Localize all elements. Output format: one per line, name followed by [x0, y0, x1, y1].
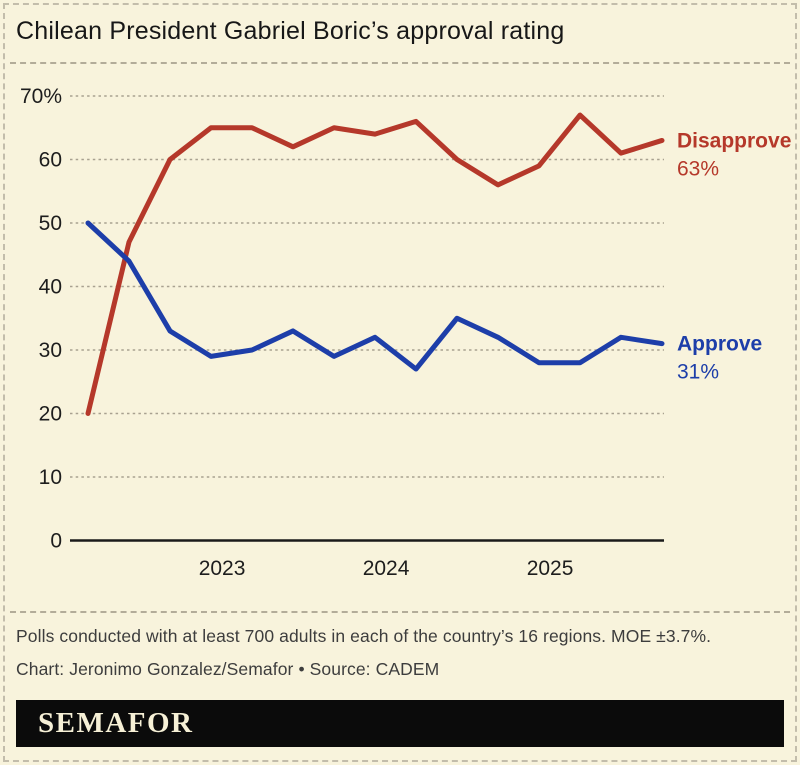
y-axis-label-50: 50 [39, 212, 62, 235]
y-axis-label-70: 70% [20, 85, 62, 108]
x-axis-label-2024: 2024 [363, 557, 410, 580]
y-axis-label-40: 40 [39, 276, 62, 299]
y-axis-label-10: 10 [39, 466, 62, 489]
chart-title: Chilean President Gabriel Boric’s approv… [16, 17, 565, 45]
y-axis-label-60: 60 [39, 149, 62, 172]
footer-separator [10, 611, 790, 613]
y-axis-label-30: 30 [39, 339, 62, 362]
credit-note: Chart: Jeronimo Gonzalez/Semafor • Sourc… [16, 659, 440, 679]
approve-value-label: 31% [677, 361, 719, 384]
x-axis-label-2023: 2023 [199, 557, 246, 580]
disapprove-value-label: 63% [677, 157, 719, 180]
approve-label: Approve [677, 333, 762, 356]
y-axis-label-0: 0 [50, 530, 62, 553]
semafor-logo-bar: SEMAFOR [16, 700, 784, 747]
y-axis-label-20: 20 [39, 403, 62, 426]
x-axis-label-2025: 2025 [527, 557, 574, 580]
approve-line [85, 220, 665, 372]
approval-rating-chart: 70% 60 50 40 30 20 10 0 2023 2024 2025 Disapprove 63… [20, 85, 791, 580]
disapprove-line [85, 112, 665, 416]
methodology-note: Polls conducted with at least 700 adults… [16, 626, 712, 646]
disapprove-label: Disapprove [677, 129, 791, 152]
title-separator [10, 62, 790, 64]
semafor-wordmark: SEMAFOR [38, 707, 194, 739]
